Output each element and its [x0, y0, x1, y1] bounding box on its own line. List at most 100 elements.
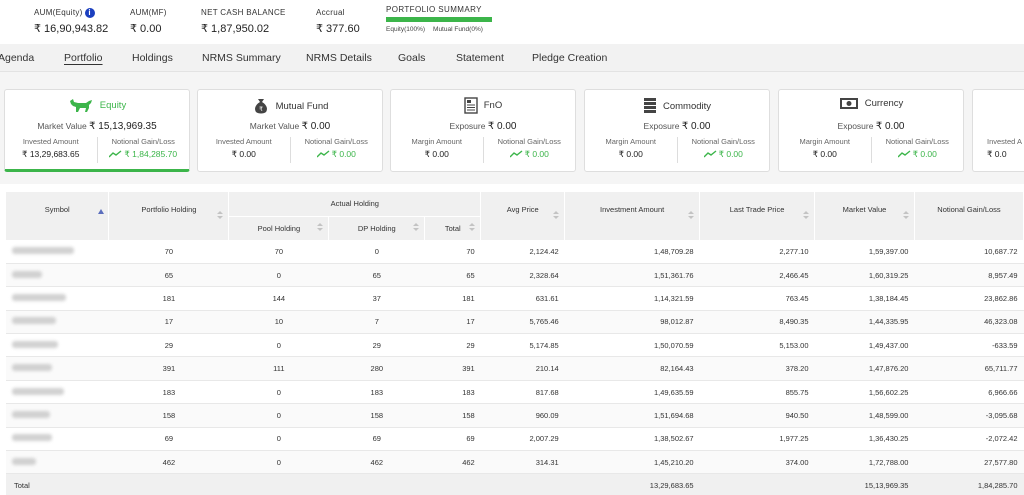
mutual-fund-percent: Mutual Fund(0%) [433, 26, 483, 33]
card-partial[interactable]: Invested A ₹ 0.0 [972, 89, 1024, 172]
banknote-icon [839, 98, 858, 109]
sort-icon[interactable] [553, 210, 560, 221]
notional-gain-loss-cell: -3,095.68 [914, 403, 1024, 428]
money-bag-icon: ₹ [254, 99, 267, 114]
header-portfolio-holding[interactable]: Portfolio Holding [108, 192, 230, 241]
card-left-value: ₹ 0.00 [618, 149, 643, 159]
redacted-symbol [12, 364, 52, 372]
card-main-label: Market Value [249, 121, 300, 131]
tab-nrms-details[interactable]: NRMS Details [306, 52, 372, 64]
table-row[interactable]: 29 0 29 29 5,174.85 1,50,070.59 5,153.00 1,49,4… [6, 333, 1024, 358]
card-fno[interactable]: FnO Exposure ₹ 0.00 Margin Amount ₹ 0.00 … [390, 89, 576, 172]
tab-agenda[interactable]: Agenda [0, 52, 35, 64]
table-row[interactable]: 69 0 69 69 2,007.29 1,38,502.67 1,977.25 1,36,4… [6, 427, 1024, 452]
footer-empty [328, 473, 425, 495]
card-currency[interactable]: Currency Exposure ₹ 0.00 Margin Amount ₹ … [778, 89, 964, 172]
header-last-trade-price[interactable]: Last Trade Price [699, 192, 816, 241]
table-row[interactable]: 181 144 37 181 631.61 1,14,321.59 763.45 1,38,1… [6, 286, 1024, 311]
sort-icon[interactable] [688, 210, 695, 221]
card-left-label: Invested Amount [215, 137, 272, 146]
header-investment-amount-label: Investment Amount [600, 205, 665, 215]
footer-empty [699, 473, 815, 495]
card-main-label: Exposure [643, 121, 680, 131]
table-row[interactable]: 183 0 183 183 817.68 1,49,635.59 855.75 1,56,60… [6, 380, 1024, 405]
aum-equity-stat: AUM(Equity) i ₹ 16,90,943.82 [34, 7, 108, 35]
header-pool-holding-label: Pool Holding [257, 223, 301, 233]
portfolio-holding-cell: 70 [108, 240, 229, 264]
table-row[interactable]: 17 10 7 17 5,765.46 98,012.87 8,490.35 1,44,335… [6, 310, 1024, 335]
info-icon[interactable]: i [84, 7, 95, 18]
redacted-symbol [12, 270, 42, 278]
card-equity[interactable]: Equity Market Value ₹ 15,13,969.35 Inves… [4, 89, 190, 172]
tab-holdings[interactable]: Holdings [132, 52, 173, 64]
redacted-symbol [12, 293, 66, 301]
pool-holding-cell: 0 [228, 403, 329, 428]
dp-holding-cell: 37 [328, 286, 425, 311]
card-right-label: Notional Gain/Loss [111, 137, 175, 146]
table-row[interactable]: 65 0 65 65 2,328.64 1,51,361.76 2,466.45 1,60,3… [6, 263, 1024, 288]
dp-holding-cell: 280 [328, 356, 425, 381]
pool-holding-cell: 70 [228, 240, 329, 264]
card-left-label: Invested A [987, 137, 1023, 146]
table-row[interactable]: 158 0 158 158 960.09 1,51,694.68 940.50 1,48,59… [6, 403, 1024, 428]
sort-icon[interactable] [217, 210, 224, 221]
trend-up-icon [509, 150, 523, 158]
aum-mf-stat: AUM(MF) ₹ 0.00 [130, 7, 167, 35]
total-cell: 69 [424, 427, 481, 452]
dp-holding-cell: 7 [328, 310, 425, 335]
header-notional-gain-loss[interactable]: Notional Gain/Loss [914, 192, 1024, 241]
card-title: Mutual Fund [275, 100, 329, 112]
investment-amount-cell: 1,14,321.59 [564, 286, 700, 311]
avg-price-cell: 2,328.64 [480, 263, 565, 288]
header-symbol[interactable]: Symbol [6, 192, 110, 241]
header-avg-price[interactable]: Avg Price [480, 192, 566, 241]
portfolio-holding-cell: 391 [108, 356, 229, 381]
card-title: Equity [99, 99, 127, 111]
pool-holding-cell: 0 [228, 427, 329, 452]
tab-statement[interactable]: Statement [456, 52, 504, 64]
header-investment-amount[interactable]: Investment Amount [564, 192, 701, 241]
card-right-value: ₹ 0.00 [912, 149, 937, 159]
tab-pledge-creation[interactable]: Pledge Creation [532, 52, 608, 64]
avg-price-cell: 631.61 [480, 286, 565, 311]
accrual-value: ₹ 377.60 [316, 23, 360, 35]
symbol-cell [6, 263, 109, 288]
portfolio-holding-cell: 181 [108, 286, 229, 311]
portfolio-summary-label: PORTFOLIO SUMMARY [386, 5, 482, 14]
card-main-value: ₹ 0.00 [301, 121, 331, 132]
sort-ascending-icon[interactable] [98, 209, 105, 214]
symbol-cell [6, 333, 109, 358]
portfolio-holding-cell: 183 [108, 380, 229, 405]
header-dp-holding[interactable]: DP Holding [328, 216, 426, 241]
bull-icon [69, 99, 92, 112]
table-row[interactable]: 70 70 0 70 2,124.42 1,48,709.28 2,277.10 1,59,3… [6, 240, 1024, 264]
card-main-label: Exposure [449, 121, 486, 131]
svg-text:₹: ₹ [259, 106, 263, 113]
header-pool-holding[interactable]: Pool Holding [228, 216, 330, 241]
card-commodity[interactable]: Commodity Exposure ₹ 0.00 Margin Amount ₹… [584, 89, 770, 172]
tab-nrms-summary[interactable]: NRMS Summary [202, 52, 281, 64]
tab-goals[interactable]: Goals [398, 52, 426, 64]
sort-icon[interactable] [803, 210, 810, 221]
header-market-value[interactable]: Market Value [814, 192, 915, 241]
symbol-cell [6, 403, 109, 428]
total-cell: 158 [424, 403, 481, 428]
tab-portfolio[interactable]: Portfolio [64, 52, 103, 64]
last-trade-price-cell: 940.50 [699, 403, 815, 428]
table-row[interactable]: 462 0 462 462 314.31 1,45,210.20 374.00 1,72,78… [6, 450, 1024, 475]
redacted-symbol [12, 410, 50, 418]
sort-icon[interactable] [469, 223, 476, 233]
card-mutual-fund[interactable]: ₹ Mutual Fund Market Value ₹ 0.00 Invest… [197, 89, 383, 172]
header-notional-gain-loss-label: Notional Gain/Loss [937, 205, 1001, 215]
total-cell: 29 [424, 333, 481, 358]
redacted-symbol [12, 340, 58, 348]
sort-icon[interactable] [413, 223, 420, 233]
portfolio-summary-header: AUM(Equity) i ₹ 16,90,943.82 AUM(MF) ₹ 0.… [0, 0, 1024, 44]
table-row[interactable]: 391 111 280 391 210.14 82,164.43 378.20 1,47,87… [6, 356, 1024, 381]
sort-icon[interactable] [902, 210, 909, 221]
pool-holding-cell: 10 [228, 310, 329, 335]
header-total[interactable]: Total [424, 216, 482, 241]
sort-icon[interactable] [317, 223, 324, 233]
header-actual-holding: Actual Holding [228, 192, 482, 217]
last-trade-price-cell: 5,153.00 [699, 333, 815, 358]
